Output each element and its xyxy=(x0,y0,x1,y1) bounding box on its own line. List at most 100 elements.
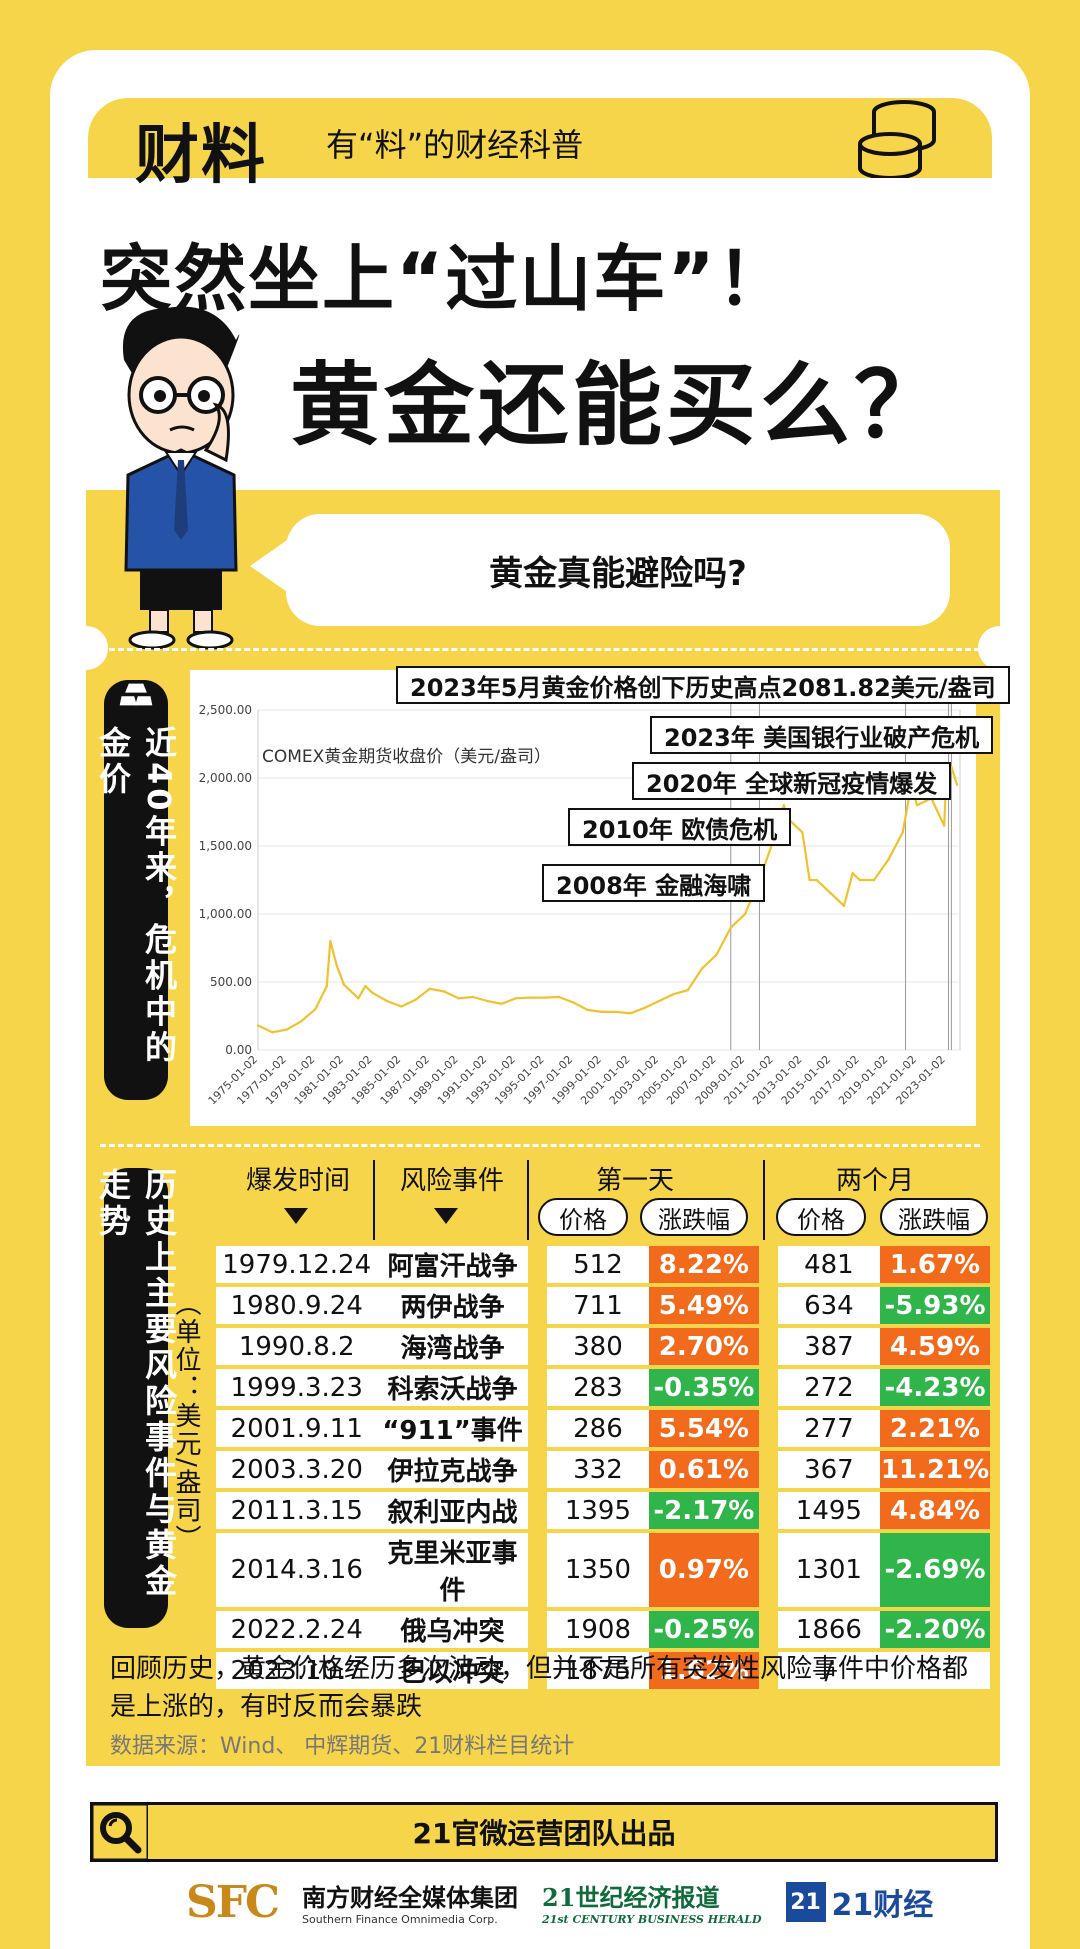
price-point xyxy=(342,983,346,986)
row-price-day1: 286 xyxy=(546,1410,650,1447)
price-point xyxy=(329,940,332,943)
herald-logo: 21世纪经济报道 21st CENTURY BUSINESS HERALD xyxy=(542,1878,762,1926)
price-point xyxy=(586,1008,589,1012)
row-date: 2011.3.15 xyxy=(216,1492,378,1529)
headline-line1: 突然坐上“过山车”！ xyxy=(100,237,791,321)
price-point xyxy=(471,995,475,999)
row-date: 2014.3.16 xyxy=(216,1533,378,1607)
cj21-logo: 21 21财经 xyxy=(785,1880,934,1924)
row-gap xyxy=(759,1492,778,1529)
price-point xyxy=(271,1031,274,1034)
speech-bubble-tail xyxy=(250,538,290,594)
price-point xyxy=(571,1001,575,1004)
sfc-name-en: Southern Finance Omnimedia Corp. xyxy=(302,1913,498,1926)
price-point xyxy=(801,831,804,834)
row-event: 海湾战争 xyxy=(377,1328,528,1365)
row-change-day1: 0.61% xyxy=(649,1451,759,1488)
publisher-logos: SFC 南方财经全媒体集团 Southern Finance Omnimedia… xyxy=(186,1872,986,1932)
row-change-month2: -2.20% xyxy=(880,1611,990,1648)
cj21-name: 21财经 xyxy=(831,1888,934,1923)
row-date: 2023.10.7 xyxy=(216,1652,378,1689)
price-point xyxy=(629,1012,632,1015)
section-divider-2 xyxy=(100,1144,980,1147)
table-row: 2022.2.24 俄乌冲突 1908 -0.25% 1866 -2.20% xyxy=(216,1611,990,1648)
row-date: 1999.3.23 xyxy=(216,1369,378,1406)
price-point xyxy=(325,984,328,988)
y-tick-label: 2,000.00 xyxy=(199,771,252,785)
price-point xyxy=(955,783,959,786)
cartoon-character-icon xyxy=(122,306,240,650)
table-row: 1979.12.24 阿富汗战争 512 8.22% 481 1.67% xyxy=(216,1246,990,1283)
row-price-day1: 283 xyxy=(546,1369,650,1406)
row-price-month2: 1301 xyxy=(777,1533,881,1607)
row-gap xyxy=(759,1287,778,1324)
row-date: 2022.2.24 xyxy=(216,1611,378,1648)
annotation-2008-financial-crisis: 2008年 金融海啸 xyxy=(542,864,766,902)
price-point xyxy=(314,1008,317,1011)
row-date: 1980.9.24 xyxy=(216,1287,378,1324)
row-gap xyxy=(759,1451,778,1488)
row-price-day1: 512 xyxy=(546,1246,650,1283)
y-tick-label: 1,000.00 xyxy=(199,907,252,921)
row-price-month2: 634 xyxy=(777,1287,881,1324)
y-axis-label: COMEX黄金期货收盘价（美元/盎司） xyxy=(262,747,551,767)
section-chart-label-text: 近40年来，危机中的金价 xyxy=(94,726,178,1067)
row-price-month2: 367 xyxy=(777,1451,881,1488)
price-point xyxy=(858,878,861,882)
header-event: 风险事件 xyxy=(400,1166,505,1196)
price-point xyxy=(500,1002,503,1005)
row-change-day1: -2.17% xyxy=(649,1492,759,1529)
row-gap xyxy=(528,1533,547,1607)
footer-credit: 21官微运营团队出品 xyxy=(90,1802,998,1862)
price-point xyxy=(915,804,919,807)
price-point xyxy=(357,997,360,1000)
row-change-month2: 4.59% xyxy=(880,1328,990,1365)
annotation-2023-bank-crisis: 2023年 美国银行业破产危机 xyxy=(650,716,994,754)
price-point xyxy=(643,1006,647,1010)
row-change-month2: 1.67% xyxy=(880,1246,990,1283)
unit-label: （单位：美元/盎司） xyxy=(171,1290,201,1553)
annotation-2010-debt-crisis: 2010年 欧债危机 xyxy=(568,808,792,846)
price-point xyxy=(872,878,876,882)
price-point xyxy=(729,926,732,929)
table-row: 2003.3.20 伊拉克战争 332 0.61% 367 11.21% xyxy=(216,1451,990,1488)
price-point xyxy=(829,892,833,895)
row-price-month2: 1866 xyxy=(777,1611,881,1648)
headline-line2: 黄金还能买么？ xyxy=(290,353,948,458)
row-change-month2: 4.84% xyxy=(880,1492,990,1529)
summary-text: 回顾历史，黄金价格经历多次波动，但并不是所有突发性风险事件中价格都是上涨的，有时… xyxy=(110,1654,969,1722)
header-change-month2: 涨跌幅 xyxy=(880,1198,988,1236)
row-gap xyxy=(759,1410,778,1447)
price-point xyxy=(808,878,811,882)
price-point xyxy=(672,993,675,996)
price-point xyxy=(457,997,460,1000)
price-point xyxy=(400,1005,403,1008)
row-gap xyxy=(759,1246,778,1283)
price-point xyxy=(486,999,489,1003)
y-tick-label: 1,500.00 xyxy=(199,839,252,853)
row-gap xyxy=(759,1369,778,1406)
price-point xyxy=(901,831,904,834)
price-point xyxy=(842,904,846,908)
row-gap xyxy=(528,1611,547,1648)
cj21-mark: 21 xyxy=(785,1882,826,1922)
sort-arrow-icon xyxy=(434,1208,458,1224)
price-point xyxy=(887,858,890,861)
table-row: 2023.10.7 巴以冲突 1875 1.62% / xyxy=(216,1652,990,1689)
row-price-day1: 1875 xyxy=(546,1652,650,1689)
price-point xyxy=(364,984,367,988)
price-point xyxy=(385,999,389,1003)
row-price-day1: 1908 xyxy=(546,1611,650,1648)
row-price-month2: 277 xyxy=(777,1410,881,1447)
price-point xyxy=(557,995,561,999)
row-event: 叙利亚内战 xyxy=(377,1492,528,1529)
row-gap xyxy=(759,1328,778,1365)
header-time: 爆发时间 xyxy=(246,1166,351,1196)
row-price-month2: 387 xyxy=(777,1328,881,1365)
row-change-day1: 5.49% xyxy=(649,1287,759,1324)
row-change-month2: -4.23% xyxy=(880,1369,990,1406)
row-gap xyxy=(528,1492,547,1529)
row-date: 1990.8.2 xyxy=(216,1328,378,1365)
header-divider xyxy=(527,1160,529,1240)
gold-bars-icon xyxy=(119,683,153,706)
